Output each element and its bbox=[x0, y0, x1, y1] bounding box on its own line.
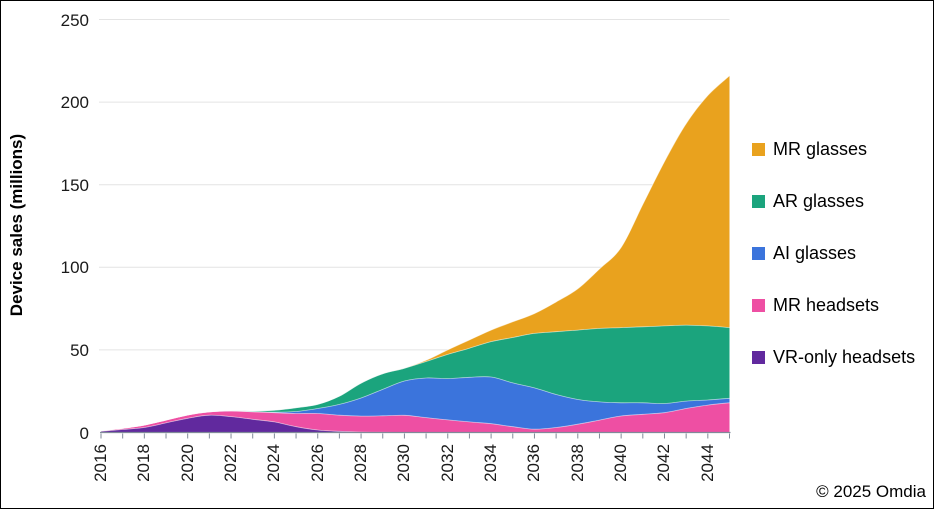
legend-swatch bbox=[752, 350, 765, 364]
legend-swatch bbox=[752, 142, 765, 156]
legend-item-mr-glasses: MR glasses bbox=[752, 139, 915, 159]
legend-label: MR glasses bbox=[773, 138, 868, 159]
series-boundary bbox=[100, 75, 730, 432]
x-tick-label: 2044 bbox=[697, 444, 717, 482]
x-tick-label: 2042 bbox=[654, 444, 674, 482]
x-tick-label: 2022 bbox=[221, 444, 241, 482]
legend-item-ar-glasses: AR glasses bbox=[752, 191, 915, 211]
legend-item-vr-only-headsets: VR-only headsets bbox=[752, 347, 915, 367]
y-tick-label: 150 bbox=[60, 175, 89, 195]
area-ar-glasses bbox=[101, 325, 730, 431]
x-tick-label: 2032 bbox=[437, 444, 457, 482]
y-tick-label: 250 bbox=[60, 10, 89, 30]
legend-swatch bbox=[752, 298, 765, 312]
x-tick-label: 2040 bbox=[611, 444, 631, 482]
legend-label: VR-only headsets bbox=[773, 346, 916, 367]
area-mr-headsets bbox=[101, 402, 730, 433]
x-tick-label: 2026 bbox=[307, 444, 327, 482]
y-tick-label: 0 bbox=[79, 423, 89, 443]
y-axis-title: Device sales (millions) bbox=[7, 133, 26, 317]
y-tick-label: 200 bbox=[60, 93, 89, 113]
legend: MR glasses AR glasses AI glasses MR headset… bbox=[752, 139, 915, 367]
x-tick-label: 2028 bbox=[351, 444, 371, 482]
area-vr-only-headsets bbox=[101, 415, 730, 433]
legend-label: MR headsets bbox=[773, 294, 880, 315]
x-tick-label: 2038 bbox=[567, 444, 587, 482]
y-tick-label: 100 bbox=[60, 258, 89, 278]
x-tick-label: 2016 bbox=[91, 444, 110, 482]
area-ai-glasses bbox=[101, 376, 730, 431]
x-tick-label: 2018 bbox=[134, 444, 154, 482]
legend-label: AR glasses bbox=[773, 190, 865, 211]
legend-swatch bbox=[752, 246, 765, 260]
legend-item-mr-headsets: MR headsets bbox=[752, 295, 915, 315]
legend-item-ai-glasses: AI glasses bbox=[752, 243, 915, 263]
x-tick-label: 2034 bbox=[481, 444, 501, 482]
y-tick-label: 50 bbox=[70, 340, 89, 360]
x-tick-label: 2020 bbox=[177, 444, 197, 482]
legend-label: AI glasses bbox=[773, 242, 857, 263]
x-tick-label: 2024 bbox=[264, 444, 284, 482]
x-tick-label: 2030 bbox=[394, 444, 414, 482]
legend-swatch bbox=[752, 194, 765, 208]
x-tick-label: 2036 bbox=[524, 444, 544, 482]
copyright-text: © 2025 Omdia bbox=[816, 482, 926, 501]
